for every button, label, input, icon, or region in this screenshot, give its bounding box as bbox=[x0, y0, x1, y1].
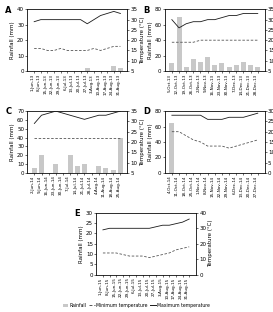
Bar bbox=[53, 164, 58, 173]
Bar bbox=[111, 170, 115, 173]
Y-axis label: Rainfall (mm): Rainfall (mm) bbox=[10, 22, 15, 59]
Text: D: D bbox=[143, 107, 150, 116]
Bar bbox=[68, 155, 73, 173]
Text: B: B bbox=[143, 6, 149, 15]
Y-axis label: Rainfall (mm): Rainfall (mm) bbox=[79, 225, 84, 262]
Bar bbox=[184, 67, 189, 71]
Bar bbox=[169, 123, 174, 173]
Bar bbox=[219, 63, 224, 71]
Bar bbox=[85, 68, 90, 71]
Bar bbox=[75, 166, 80, 173]
Bar bbox=[103, 168, 108, 173]
Y-axis label: Rainfall (mm): Rainfall (mm) bbox=[147, 22, 153, 59]
Bar bbox=[212, 65, 217, 71]
Y-axis label: Temperature (°C): Temperature (°C) bbox=[140, 118, 145, 166]
Bar bbox=[118, 138, 123, 173]
Bar bbox=[205, 57, 210, 71]
Bar bbox=[32, 168, 37, 173]
Bar bbox=[118, 68, 123, 71]
Text: C: C bbox=[5, 107, 11, 116]
Bar bbox=[191, 60, 196, 71]
Bar bbox=[169, 63, 174, 71]
Bar bbox=[177, 17, 182, 71]
Bar bbox=[241, 62, 246, 71]
Bar bbox=[39, 155, 44, 173]
Bar bbox=[248, 65, 253, 71]
Text: E: E bbox=[74, 209, 80, 218]
Bar bbox=[255, 67, 260, 71]
Legend: Rainfall, Minimum temperature, Maximum temperature: Rainfall, Minimum temperature, Maximum t… bbox=[61, 301, 212, 310]
Bar bbox=[234, 65, 239, 71]
Bar bbox=[198, 62, 203, 71]
Bar bbox=[96, 166, 101, 173]
Y-axis label: Rainfall (mm): Rainfall (mm) bbox=[147, 123, 153, 161]
Y-axis label: Temperature (°C): Temperature (°C) bbox=[208, 220, 213, 267]
Bar bbox=[227, 67, 232, 71]
Y-axis label: Rainfall (mm): Rainfall (mm) bbox=[10, 123, 15, 161]
Text: A: A bbox=[5, 6, 12, 15]
Y-axis label: Temperature (°C): Temperature (°C) bbox=[140, 17, 145, 64]
Bar bbox=[111, 66, 116, 71]
Bar bbox=[82, 164, 87, 173]
